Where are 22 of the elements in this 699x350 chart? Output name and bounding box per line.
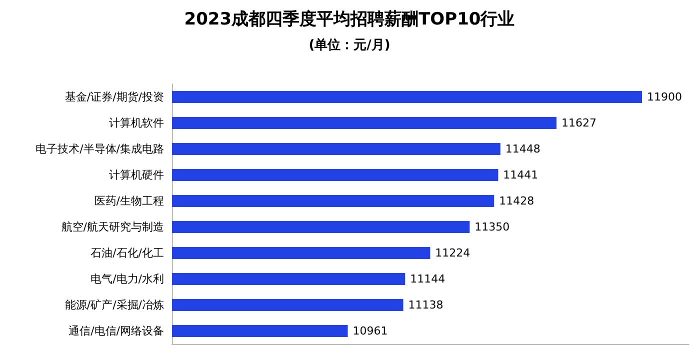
data-label: 11627 [561,116,596,130]
data-label: 11350 [474,220,510,234]
y-tick-label: 石油/石化/化工 [90,246,164,260]
data-label: 10961 [352,324,388,338]
y-tick-label: 航空/航天研究与制造 [61,220,164,234]
y-tick-label: 能源/矿产/采掘/冶炼 [64,298,164,312]
y-tick-label: 计算机软件 [109,116,164,130]
data-label: 11448 [505,142,540,156]
chart-title: 2023成都四季度平均招聘薪酬TOP10行业 [184,10,515,30]
y-tick-label: 基金/证券/期货/投资 [64,90,164,104]
data-label: 11224 [435,246,470,260]
chart-subtitle: (单位：元/月) [308,37,390,53]
y-tick-label: 电气/电力/水利 [90,272,164,286]
y-tick-label: 通信/电信/网络设备 [68,324,164,338]
data-label: 11428 [499,194,534,208]
y-tick-label: 电子技术/半导体/集成电路 [36,142,164,156]
data-label: 11900 [647,90,682,104]
data-label: 11138 [408,298,444,312]
data-label: 11144 [410,272,446,286]
y-tick-label: 计算机硬件 [109,168,164,182]
data-label: 11441 [503,168,538,182]
y-tick-label: 医药/生物工程 [94,194,164,208]
